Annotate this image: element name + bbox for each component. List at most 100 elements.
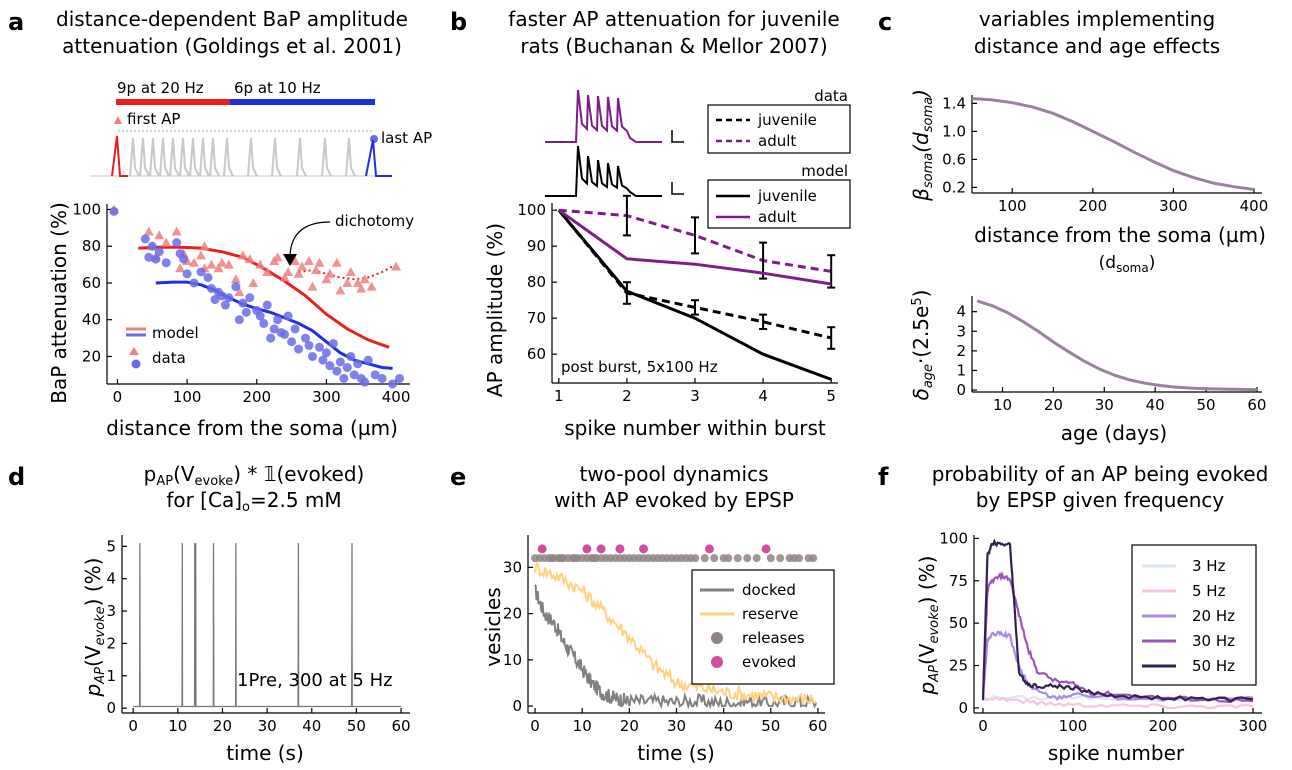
x-tick-label: 0 — [530, 717, 540, 735]
x-tick-label: 10 — [168, 717, 187, 735]
data-circle — [172, 238, 182, 248]
pap-evoked-trace — [133, 543, 402, 708]
x-tick-label: 300 — [1159, 197, 1188, 215]
legend-label: 30 Hz — [1192, 632, 1235, 650]
y-tick-label: 2 — [956, 342, 966, 360]
legend-evoked-dot — [711, 656, 723, 668]
y-tick-label: 0 — [956, 381, 966, 399]
x-tick-label: 30 — [1095, 396, 1114, 414]
data-triangle — [161, 237, 172, 247]
x-tick-label: 100 — [173, 388, 202, 406]
ap-spike — [271, 137, 282, 177]
first-ap-label: first AP — [127, 110, 180, 128]
data-triangle — [335, 285, 346, 295]
data-triangle — [175, 263, 186, 273]
data-circle — [234, 315, 244, 325]
release-dot — [691, 554, 700, 563]
y-tick-label: 0 — [512, 697, 522, 715]
release-dot — [724, 554, 733, 563]
data-circle — [259, 318, 269, 328]
panel-label-f: f — [878, 463, 889, 491]
panel-f: f probability of an AP being evoked by E… — [878, 462, 1268, 765]
legend-model-juvenile-label: juvenile — [757, 187, 817, 205]
y-tick-label: 2 — [106, 634, 116, 652]
data-circle — [273, 315, 283, 325]
y-tick-label: 1 — [106, 667, 116, 685]
x-tick-label: 20 — [213, 717, 232, 735]
x-tick-label: 3 — [690, 387, 700, 405]
data-triangle — [199, 241, 210, 251]
y-tick-label: 1 — [956, 361, 966, 379]
data-triangle — [304, 255, 314, 265]
panel-b-ylabel: AP amplitude (%) — [483, 223, 507, 397]
data-triangle — [345, 266, 356, 276]
y-tick-label: 0.2 — [942, 178, 966, 196]
data-triangle — [321, 274, 332, 284]
y-tick-label: 4 — [106, 570, 116, 588]
data-circle — [363, 355, 373, 365]
data-circle — [245, 293, 255, 303]
ap-spike — [199, 137, 210, 177]
first-ap-marker — [114, 116, 122, 124]
first-ap-spike — [111, 135, 128, 177]
y-tick-label: 50 — [949, 614, 968, 632]
data-circle — [241, 307, 251, 317]
data-triangle — [352, 277, 363, 287]
panel-f-title-line2: by EPSP given frequency — [976, 488, 1225, 512]
data-circle — [231, 282, 241, 292]
data-triangle — [342, 277, 353, 287]
x-tick-label: 60 — [1247, 396, 1266, 414]
y-tick-label: 0.6 — [942, 150, 966, 168]
data-circle — [314, 342, 324, 352]
x-tick-label: 60 — [808, 717, 827, 735]
panel-d-title-line1: pAP(Vevoke) * 𝟙(evoked) — [144, 462, 365, 489]
probability-trace-5 Hz — [982, 695, 1254, 710]
panel-label-c: c — [878, 8, 892, 36]
x-tick-label: 0 — [113, 388, 123, 406]
ap-spike — [169, 137, 180, 177]
x-tick-label: 10 — [573, 717, 592, 735]
legend-data-box — [707, 104, 851, 154]
panel-c-top-axes: 100 200 300 400 0.2 0.6 1.0 1.4 — [942, 94, 1268, 215]
y-tick-label: 1.0 — [942, 122, 966, 140]
data-triangle — [293, 268, 304, 278]
data-triangle — [154, 230, 165, 240]
y-tick-label: 90 — [527, 237, 546, 255]
data-circle — [290, 324, 300, 334]
panel-e-xlabel: time (s) — [637, 741, 715, 765]
data-triangle — [171, 226, 182, 236]
data-circle — [342, 362, 352, 372]
release-dot — [700, 554, 709, 563]
y-tick-label: 3 — [106, 602, 116, 620]
panel-b-axes: 1 2 3 4 5 60 70 80 90 100 — [517, 201, 838, 405]
legend-reserve-label: reserve — [742, 605, 798, 623]
data-circle — [346, 351, 356, 361]
data-circle — [353, 359, 363, 369]
data-triangle — [206, 259, 217, 269]
panel-e: e two-pool dynamics with AP evoked by EP… — [450, 462, 835, 765]
panel-e-title-line2: with AP evoked by EPSP — [554, 488, 794, 512]
release-dot — [733, 554, 742, 563]
data-circle — [144, 252, 154, 262]
y-tick-label: 0 — [106, 699, 116, 717]
x-tick-label: 60 — [392, 717, 411, 735]
data-triangle — [230, 274, 241, 284]
panel-a-xlabel: distance from the soma (µm) — [106, 416, 398, 440]
data-circle — [224, 293, 234, 303]
panel-c-top-ylabel: βsoma(dsoma) — [909, 89, 936, 202]
legend-label: 20 Hz — [1192, 607, 1235, 625]
x-tick-label: 200 — [1149, 717, 1178, 735]
data-triangle — [324, 268, 335, 278]
y-tick-label: 30 — [503, 558, 522, 576]
panel-label-d: d — [8, 463, 25, 491]
x-tick-label: 200 — [1079, 197, 1108, 215]
data-triangle — [248, 277, 259, 287]
data-circle — [220, 300, 230, 310]
ap-spike — [209, 137, 220, 177]
data-triangle — [196, 250, 207, 260]
data-circle — [206, 283, 216, 293]
data-circle — [349, 370, 359, 380]
release-dot — [766, 554, 775, 563]
ap-trace — [90, 135, 392, 177]
panel-a-axes: 0 100 200 300 400 20 40 60 80 100 — [72, 201, 410, 406]
